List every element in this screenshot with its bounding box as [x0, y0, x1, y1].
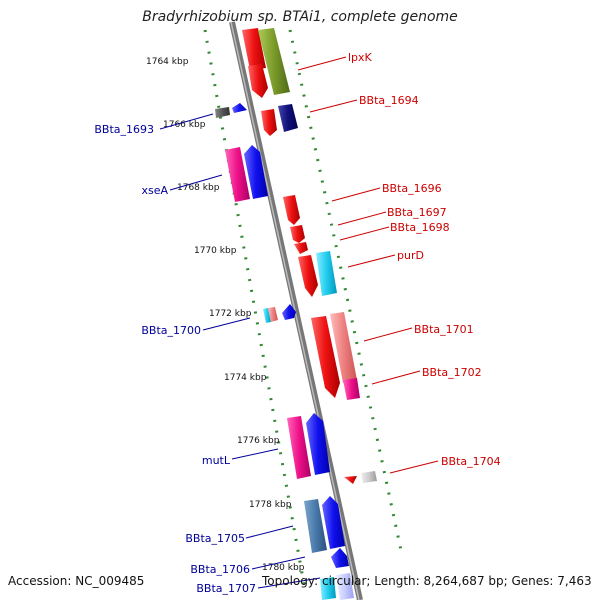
gene-feature	[248, 64, 268, 98]
ruler-tick-label: 1768 kbp	[177, 183, 220, 193]
topology-text: Topology: circular; Length: 8,264,687 bp…	[262, 574, 592, 588]
ruler-tick-label: 1770 kbp	[194, 246, 237, 256]
gene-label-right: BBta_1702	[422, 366, 482, 379]
gene-feature	[242, 28, 266, 70]
gene-label-right: lpxK	[348, 51, 373, 64]
gene-feature	[287, 416, 311, 479]
gene-feature	[244, 145, 268, 199]
gene-label-left: BBta_1707	[196, 582, 256, 595]
gene-feature	[258, 28, 290, 95]
ruler-tick-label: 1764 kbp	[146, 57, 189, 67]
gene-feature	[331, 548, 349, 568]
ruler-left-dotted-line	[203, 29, 307, 591]
gene-label-right: BBta_1697	[387, 206, 447, 219]
gene-label-right: BBta_1694	[359, 94, 419, 107]
gene-feature	[316, 251, 337, 296]
gene-feature	[232, 103, 247, 113]
ruler-tick-labels: 1764 kbp 1766 kbp 1768 kbp 1770 kbp 1772 kbp…	[146, 57, 305, 573]
gene-label-left: BBta_1706	[190, 563, 250, 576]
gene-feature	[225, 147, 250, 202]
ruler-tick-label: 1774 kbp	[224, 373, 267, 383]
gene-feature	[278, 104, 298, 132]
gene-feature	[294, 242, 308, 254]
gene-feature	[344, 476, 357, 484]
gene-feature	[343, 378, 360, 400]
gene-label-right: purD	[397, 249, 424, 262]
ruler-tick-label: 1780 kbp	[262, 563, 305, 573]
gene-feature	[282, 304, 296, 320]
gene-feature	[215, 107, 230, 118]
gene-feature	[268, 307, 278, 322]
leader-lines	[159, 56, 439, 589]
gene-label-left: BBta_1705	[185, 532, 245, 545]
ruler-tick-label: 1766 kbp	[163, 120, 206, 130]
accession-text: Accession: NC_009485	[8, 574, 145, 588]
gene-feature	[263, 308, 271, 323]
gene-feature	[322, 496, 345, 549]
gene-feature	[304, 499, 327, 553]
gene-label-right: BBta_1696	[382, 182, 442, 195]
gene-label-right: BBta_1704	[441, 455, 501, 468]
gene-label-right: BBta_1701	[414, 323, 474, 336]
gene-feature	[336, 573, 354, 600]
ruler-tick-label: 1776 kbp	[237, 436, 280, 446]
gene-labels: lpxK BBta_1694 BBta_1696 BBta_1697 BBta_1698…	[94, 51, 500, 595]
gene-label-left: mutL	[202, 454, 231, 467]
ruler-tick-label: 1778 kbp	[249, 500, 292, 510]
gene-label-right: BBta_1698	[390, 221, 450, 234]
gene-label-left: xseA	[141, 184, 168, 197]
gene-features	[215, 28, 377, 600]
gene-feature	[298, 255, 318, 297]
gene-feature	[330, 312, 357, 383]
gene-label-left: BBta_1693	[94, 123, 154, 136]
ruler-right-dotted-line	[288, 29, 404, 556]
genome-backbone	[229, 21, 363, 601]
ruler-tick-label: 1772 kbp	[209, 309, 252, 319]
gene-feature	[320, 577, 336, 600]
genome-title: Bradyrhizobium sp. BTAi1, complete genom…	[142, 9, 458, 25]
gene-feature	[261, 109, 277, 136]
gene-feature	[361, 471, 377, 483]
gene-feature	[283, 195, 300, 225]
gene-feature	[306, 413, 330, 475]
gene-label-left: BBta_1700	[141, 324, 201, 337]
gene-feature	[311, 316, 340, 398]
gene-feature	[290, 225, 305, 243]
